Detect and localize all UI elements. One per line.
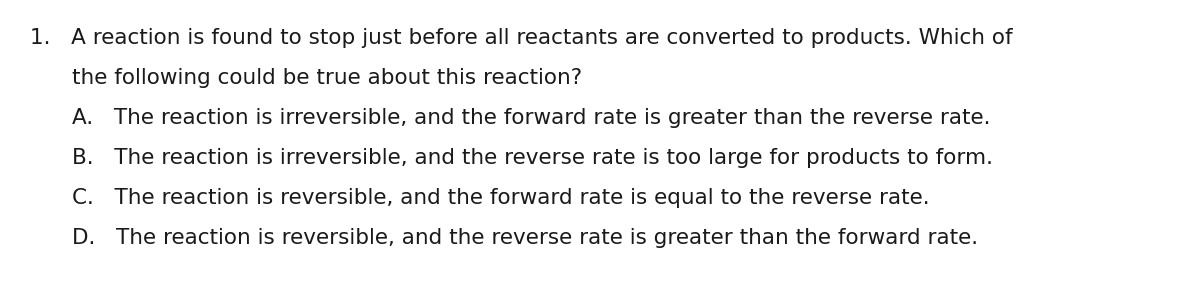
Text: A.   The reaction is irreversible, and the forward rate is greater than the reve: A. The reaction is irreversible, and the… [72, 108, 990, 128]
Text: the following could be true about this reaction?: the following could be true about this r… [72, 68, 582, 88]
Text: B.   The reaction is irreversible, and the reverse rate is too large for product: B. The reaction is irreversible, and the… [72, 148, 994, 168]
Text: C.   The reaction is reversible, and the forward rate is equal to the reverse ra: C. The reaction is reversible, and the f… [72, 188, 930, 208]
Text: D.   The reaction is reversible, and the reverse rate is greater than the forwar: D. The reaction is reversible, and the r… [72, 228, 978, 248]
Text: 1.   A reaction is found to stop just before all reactants are converted to prod: 1. A reaction is found to stop just befo… [30, 28, 1013, 48]
